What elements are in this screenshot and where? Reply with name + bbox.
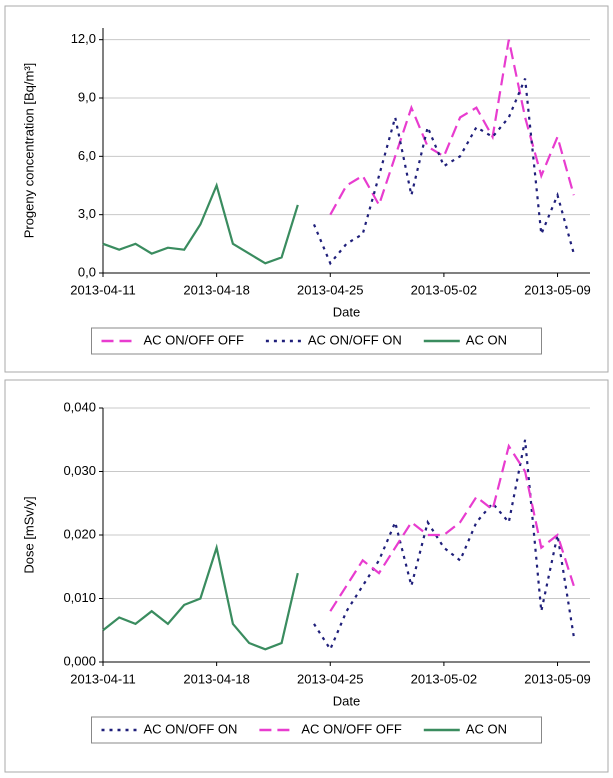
series-line — [102, 182, 299, 265]
x-tick-label: 2013-04-11 — [70, 671, 136, 686]
chart-frame — [4, 379, 609, 773]
legend-label: AC ON/OFF ON — [144, 721, 238, 736]
legend-frame — [91, 327, 542, 355]
y-tick-label: 3,0 — [78, 206, 96, 221]
legend-label: AC ON/OFF ON — [308, 332, 402, 347]
y-tick-label: 0,0 — [78, 264, 96, 279]
x-tick-label: 2013-04-18 — [183, 282, 250, 297]
y-tick-label: 0,010 — [63, 590, 96, 605]
x-tick-label: 2013-04-25 — [297, 282, 364, 297]
legend-label: AC ON/OFF OFF — [144, 332, 244, 347]
series-line — [329, 443, 575, 612]
legend-label: AC ON — [466, 332, 507, 347]
x-tick-label: 2013-04-11 — [70, 282, 136, 297]
y-tick-label: 12,0 — [71, 31, 96, 46]
x-tick-label: 2013-04-25 — [297, 671, 364, 686]
x-axis-title: Date — [333, 693, 360, 708]
y-tick-label: 6,0 — [78, 148, 96, 163]
y-tick-label: 0,040 — [63, 399, 96, 414]
x-tick-label: 2013-05-09 — [524, 671, 591, 686]
x-tick-label: 2013-05-02 — [411, 671, 478, 686]
legend-label: AC ON — [466, 721, 507, 736]
y-axis-title: Dose [mSv/y] — [21, 496, 36, 573]
legend-label: AC ON/OFF OFF — [301, 721, 401, 736]
x-axis-title: Date — [333, 304, 360, 319]
series-line — [102, 543, 299, 651]
y-tick-label: 0,030 — [63, 463, 96, 478]
y-tick-label: 0,020 — [63, 526, 96, 541]
y-tick-label: 0,000 — [63, 653, 96, 668]
series-line — [329, 39, 575, 216]
x-tick-label: 2013-04-18 — [183, 671, 250, 686]
x-tick-label: 2013-05-09 — [524, 282, 591, 297]
series-line — [312, 78, 575, 266]
legend-frame — [91, 716, 542, 744]
chart-frame — [4, 5, 609, 373]
y-axis-title: Progeny concentration [Bq/m³] — [21, 63, 36, 239]
y-tick-label: 9,0 — [78, 89, 96, 104]
x-tick-label: 2013-05-02 — [411, 282, 478, 297]
